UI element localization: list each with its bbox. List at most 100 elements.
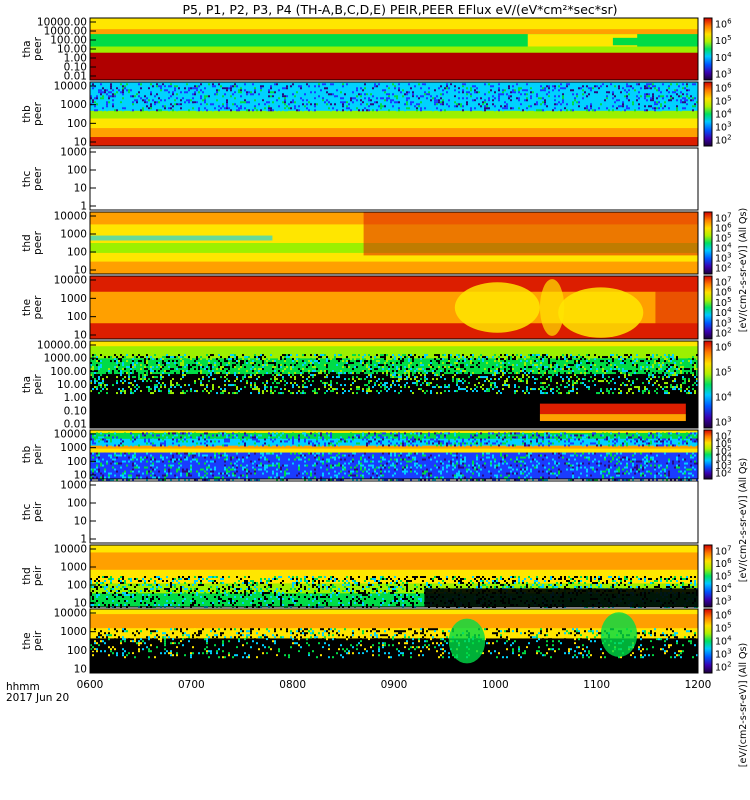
panel-frame bbox=[89, 275, 699, 340]
colorbar-tick-label: 105 bbox=[715, 570, 732, 583]
x-tick-label: 0800 bbox=[279, 679, 306, 691]
y-tick-label: 10 bbox=[74, 183, 87, 195]
y-tick-label: 10000 bbox=[54, 608, 87, 620]
colorbar-tick-label: 103 bbox=[715, 416, 732, 429]
colorbar-tick-label: 102 bbox=[715, 134, 732, 147]
y-tick-label: 1000.00 bbox=[44, 353, 87, 365]
y-tick-label: 1000.00 bbox=[44, 26, 87, 38]
y-tick-label: 100 bbox=[67, 118, 87, 130]
y-tick-label: 1000 bbox=[60, 293, 87, 305]
colorbar-tick-label: 103 bbox=[715, 68, 732, 81]
x-tick-label: 0700 bbox=[178, 679, 205, 691]
y-tick-label: 1000 bbox=[60, 562, 87, 574]
colorbar-tick-label: 104 bbox=[715, 51, 732, 64]
spectrogram-thc-peer bbox=[90, 148, 698, 210]
y-tick-label: 10000 bbox=[54, 81, 87, 93]
y-tick-label: 1000 bbox=[60, 480, 87, 492]
spectrogram-tha-peir bbox=[90, 341, 698, 429]
y-label-species: peer bbox=[32, 295, 44, 320]
y-tick-label: 1000 bbox=[60, 147, 87, 159]
colorbar-tick-label: 105 bbox=[715, 366, 732, 379]
panel-frame bbox=[89, 480, 699, 544]
colorbar-tick-label: 102 bbox=[715, 467, 732, 480]
colorbar-tick-label: 103 bbox=[715, 121, 732, 134]
x-tick-label: 0600 bbox=[77, 679, 104, 691]
panel-frame bbox=[89, 429, 699, 480]
y-tick-label: 1.00 bbox=[64, 392, 87, 404]
panels: 10000.001000.00100.0010.001.000.100.01th… bbox=[21, 17, 699, 676]
y-label-probe: tha bbox=[21, 40, 33, 57]
y-tick-label: 10000 bbox=[54, 275, 87, 287]
panel-thd-peir: 10000 1000 100 10 thd peir bbox=[21, 544, 699, 610]
colorbar-tick-label: 105 bbox=[715, 622, 732, 635]
y-label-species: peir bbox=[32, 501, 44, 522]
y-tick-label: 0.01 bbox=[64, 71, 87, 83]
panel-the-peir: 10000 1000 100 10 the peir bbox=[21, 608, 699, 676]
panel-frame bbox=[89, 211, 699, 275]
colorbar-tick-label: 103 bbox=[715, 595, 732, 608]
y-label-probe: the bbox=[21, 299, 33, 316]
y-tick-label: 10 bbox=[74, 470, 87, 482]
colorbar-tick-label: 106 bbox=[715, 18, 732, 31]
y-tick-label: 1 bbox=[80, 201, 87, 213]
panel-frame bbox=[89, 81, 699, 147]
colorbar-tick-label: 106 bbox=[715, 82, 732, 95]
y-tick-label: 10000.00 bbox=[37, 17, 87, 29]
y-label-species: peer bbox=[32, 166, 44, 191]
y-tick-label: 100 bbox=[67, 311, 87, 323]
colorbar-gradient bbox=[703, 608, 713, 674]
colorbar-tick-label: 102 bbox=[715, 327, 732, 340]
time-axis-label-line2: 2017 Jun 20 bbox=[6, 692, 69, 704]
y-tick-label: 10 bbox=[74, 664, 87, 676]
y-label-probe: tha bbox=[21, 376, 33, 393]
colorbar-tick-label: 103 bbox=[715, 648, 732, 661]
colorbar-gradient bbox=[703, 211, 713, 275]
colorbar-tick-label: 105 bbox=[715, 34, 732, 47]
colorbar-tick-label: 102 bbox=[715, 661, 732, 674]
colorbar-gradient bbox=[703, 544, 713, 608]
time-axis-label-line1: hhmm bbox=[6, 681, 40, 693]
y-tick-label: 1.00 bbox=[64, 53, 87, 65]
panel-thc-peir: 1000 100 10 1 thc peir bbox=[21, 480, 699, 546]
y-tick-label: 10 bbox=[74, 265, 87, 277]
y-tick-label: 100.00 bbox=[50, 35, 87, 47]
y-tick-label: 1000 bbox=[60, 442, 87, 454]
y-label-species: peer bbox=[32, 36, 44, 61]
colorbar-gradient bbox=[703, 81, 713, 147]
y-label-probe: thd bbox=[21, 567, 33, 584]
colorbar-tha-peir: 106 105 104 103 bbox=[703, 340, 732, 429]
y-label-probe: thc bbox=[21, 171, 33, 188]
panel-frame bbox=[89, 147, 699, 211]
colorbar-tick-label: 104 bbox=[715, 108, 732, 121]
y-tick-label: 10 bbox=[74, 516, 87, 528]
spectrogram-thd-peer bbox=[90, 212, 698, 275]
colorbar-tick-label: 106 bbox=[715, 341, 732, 354]
y-tick-label: 100.00 bbox=[50, 366, 87, 378]
y-tick-label: 10.00 bbox=[57, 44, 87, 56]
colorbar-units-label-3: [eV/(cm2-s-sr-eV)] (All Qs) bbox=[738, 643, 749, 767]
panel-thb-peer: 10000 1000 100 10 thb peer bbox=[21, 81, 699, 149]
y-label-probe: thd bbox=[21, 234, 33, 251]
y-tick-label: 100 bbox=[67, 165, 87, 177]
y-tick-label: 10 bbox=[74, 330, 87, 342]
x-tick-label: 1200 bbox=[685, 679, 712, 691]
colorbar-tick-label: 102 bbox=[715, 262, 732, 275]
y-tick-label: 10 bbox=[74, 137, 87, 149]
y-tick-label: 10.00 bbox=[57, 379, 87, 391]
y-tick-label: 100 bbox=[67, 247, 87, 259]
colorbar-gradient bbox=[703, 340, 713, 429]
colorbar-tick-label: 104 bbox=[715, 391, 732, 404]
colorbar-tick-label: 106 bbox=[715, 609, 732, 622]
y-tick-label: 1000 bbox=[60, 99, 87, 111]
y-tick-label: 1000 bbox=[60, 626, 87, 638]
y-tick-label: 1000 bbox=[60, 229, 87, 241]
y-label-species: peir bbox=[32, 565, 44, 586]
colorbar-tha-peer: 106 105 104 103 bbox=[703, 17, 732, 81]
spectrogram-the-peer bbox=[90, 276, 698, 340]
panel-frame bbox=[89, 544, 699, 608]
